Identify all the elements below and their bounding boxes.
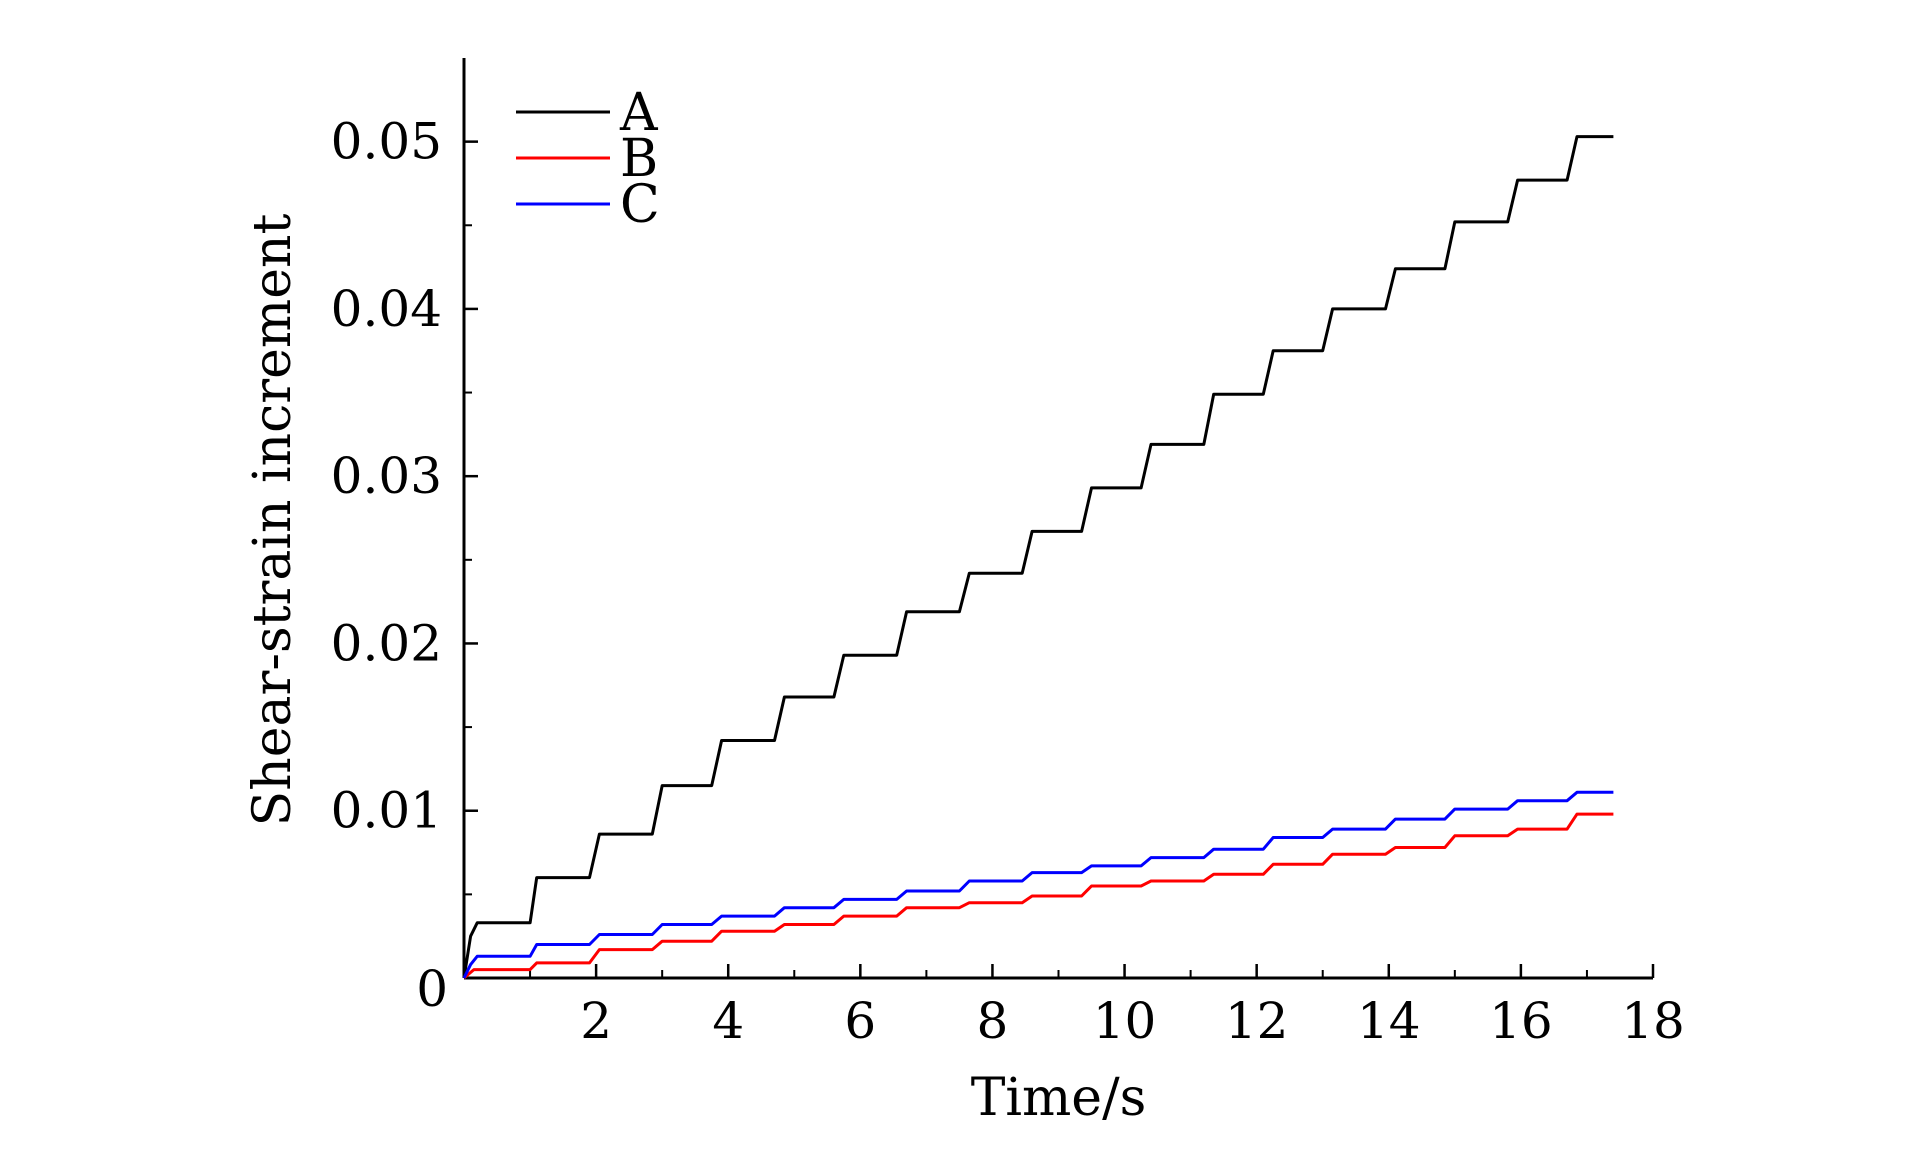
- x-axis-title: Time/s: [971, 1068, 1147, 1128]
- y-tick-label: 0.04: [331, 280, 442, 338]
- y-axis-ticks: 0 0.01 0.02 0.03 0.04 0.05: [331, 113, 478, 1018]
- x-tick-label: 10: [1093, 992, 1157, 1050]
- y-tick-label: 0.01: [331, 782, 442, 840]
- plot-area: 2 4 6 8 10 12 14 16 18 0 0.01 0.02 0.03 0.04 0.05 ABC: [331, 58, 1685, 1050]
- series-line-B: [463, 812, 1614, 980]
- series-line-C: [462, 790, 1614, 979]
- x-tick-label: 4: [712, 992, 744, 1050]
- x-tick-label: 8: [977, 992, 1009, 1050]
- series-line-A: [462, 135, 1614, 979]
- y-tick-label: 0.05: [331, 113, 442, 171]
- series-lines: [462, 135, 1614, 980]
- legend-label-A: A: [619, 83, 659, 143]
- legend-label-C: C: [620, 175, 660, 235]
- x-tick-label: 2: [580, 992, 612, 1050]
- x-tick-label: 12: [1225, 992, 1289, 1050]
- x-axis-ticks: 2 4 6 8 10 12 14 16 18: [529, 964, 1685, 1050]
- x-tick-label: 18: [1621, 992, 1685, 1050]
- x-tick-label: 16: [1489, 992, 1553, 1050]
- y-tick-label: 0: [416, 960, 448, 1018]
- x-tick-label: 6: [844, 992, 876, 1050]
- y-tick-label: 0.02: [331, 614, 442, 672]
- y-tick-label: 0.03: [331, 447, 442, 505]
- legend-label-B: B: [620, 129, 658, 189]
- y-axis-title: Shear-strain increment: [243, 214, 303, 827]
- x-tick-label: 14: [1357, 992, 1421, 1050]
- legend: ABC: [516, 83, 660, 235]
